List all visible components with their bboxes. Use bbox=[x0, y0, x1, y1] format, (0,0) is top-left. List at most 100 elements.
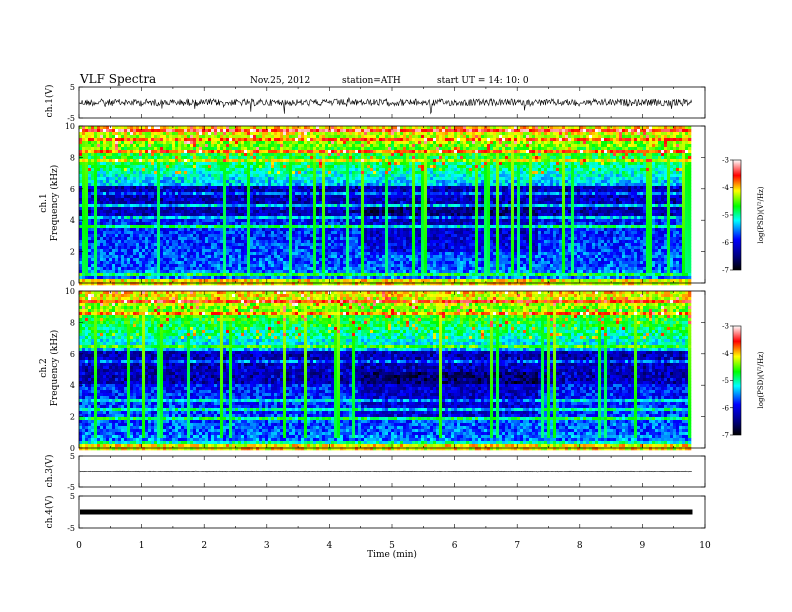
ch1-spectrogram-cell bbox=[292, 129, 296, 133]
ch1-spectrogram-cell bbox=[94, 129, 98, 133]
ch1-spectrogram-cell bbox=[157, 186, 161, 190]
ch1-spectrogram-cell bbox=[313, 273, 317, 277]
ch1-spectrogram-cell bbox=[205, 162, 209, 166]
ch1-spectrogram-cell bbox=[331, 234, 335, 238]
ch1-spectrogram-cell bbox=[100, 225, 104, 229]
ch1-spectrogram-cell bbox=[124, 225, 128, 229]
ch1-spectrogram-cell bbox=[139, 189, 143, 193]
ch1-spectrogram-cell bbox=[265, 213, 269, 217]
ch1-spectrogram-cell bbox=[250, 153, 254, 157]
ch1-spectrogram-cell bbox=[106, 225, 110, 229]
ch1-spectrogram-cell bbox=[223, 177, 227, 181]
ch1-spectrogram-cell bbox=[187, 141, 191, 145]
ch1-spectrogram-cell bbox=[316, 255, 320, 259]
ch1-spectrogram-cell bbox=[217, 162, 221, 166]
ch1-spectrogram-cell bbox=[265, 225, 269, 229]
ch1-spectrogram-cell bbox=[319, 255, 323, 259]
ch1-spectrogram-cell bbox=[226, 162, 230, 166]
ch1-spectrogram-cell bbox=[349, 180, 353, 184]
ch1-spectrogram-cell bbox=[127, 234, 131, 238]
ch1-spectrogram-cell bbox=[352, 267, 356, 271]
ch1-spectrogram-cell bbox=[154, 195, 158, 199]
ch1-spectrogram-cell bbox=[337, 162, 341, 166]
ch1-spectrogram-cell bbox=[160, 210, 164, 214]
ch1-spectrogram-cell bbox=[187, 252, 191, 256]
ch1-spectrogram-cell bbox=[232, 204, 236, 208]
ch1-spectrogram-cell bbox=[325, 126, 329, 130]
ch1-spectrogram-cell bbox=[226, 198, 230, 202]
ch1-spectrogram-cell bbox=[145, 267, 149, 271]
ch1-spectrogram-cell bbox=[349, 144, 353, 148]
ch1-spectrogram-cell bbox=[352, 144, 356, 148]
ch1-spectrogram-cell bbox=[238, 198, 242, 202]
ch1-spectrogram-cell bbox=[202, 270, 206, 274]
ch1-spectrogram-cell bbox=[184, 183, 188, 187]
ch1-spectrogram-cell bbox=[169, 252, 173, 256]
ch1-spectrogram-cell bbox=[340, 225, 344, 229]
ch1-spectrogram-cell bbox=[310, 150, 314, 154]
ch1-spectrogram-cell bbox=[214, 270, 218, 274]
ch1-spectrogram-cell bbox=[208, 249, 212, 253]
ch1-spectrogram-cell bbox=[256, 126, 260, 130]
ch1-spectrogram-cell bbox=[331, 126, 335, 130]
ch1-spectrogram-cell bbox=[118, 267, 122, 271]
ch1-spectrogram-cell bbox=[178, 240, 182, 244]
ch1-spectrogram-cell bbox=[178, 237, 182, 241]
ch1-spectrogram-cell bbox=[199, 273, 203, 277]
ch1-spectrogram-cell bbox=[118, 132, 122, 136]
ch1-spectrogram-cell bbox=[241, 219, 245, 223]
ch1-spectrogram-cell bbox=[172, 129, 176, 133]
ch1-spectrogram-cell bbox=[211, 162, 215, 166]
ch1-spectrogram-cell bbox=[175, 273, 179, 277]
ch1-spectrogram-cell bbox=[292, 261, 296, 265]
ch1-spectrogram-cell bbox=[199, 207, 203, 211]
ch1-spectrogram-cell bbox=[316, 195, 320, 199]
ch1-spectrogram-cell bbox=[271, 174, 275, 178]
ch1-spectrogram-cell bbox=[127, 219, 131, 223]
ch1-spectrogram-cell bbox=[226, 261, 230, 265]
ch1-spectrogram-cell bbox=[346, 126, 350, 130]
ch1-spectrogram-cell bbox=[334, 132, 338, 136]
ch1-spectrogram-cell bbox=[280, 267, 284, 271]
ch1-spectrogram-cell bbox=[97, 240, 101, 244]
ch1-spectrogram-cell bbox=[91, 159, 95, 163]
ch1-spectrogram-cell bbox=[277, 246, 281, 250]
ch1-spectrogram-cell bbox=[148, 216, 152, 220]
ch1-spectrogram-cell bbox=[193, 171, 197, 175]
ch1-spectrogram-cell bbox=[295, 201, 299, 205]
ch1-spectrogram-cell bbox=[133, 126, 137, 130]
ch1-spectrogram-cell bbox=[82, 270, 86, 274]
ch1-spectrogram-cell bbox=[307, 243, 311, 247]
ch1-spectrogram-cell bbox=[127, 252, 131, 256]
ch1-spectrogram-cell bbox=[316, 198, 320, 202]
ch1-spectrogram-cell bbox=[181, 183, 185, 187]
ch1-spectrogram-cell bbox=[238, 132, 242, 136]
ch1-spectrogram-cell bbox=[202, 153, 206, 157]
ch1-spectrogram-cell bbox=[103, 246, 107, 250]
ch1-spectrogram-cell bbox=[325, 174, 329, 178]
ch1-spectrogram-cell bbox=[328, 210, 332, 214]
ch1-spectrogram-cell bbox=[199, 177, 203, 181]
ch1-spectrogram-cell bbox=[169, 201, 173, 205]
ch1-spectrogram-cell bbox=[130, 138, 134, 142]
ch1-spectrogram-cell bbox=[163, 246, 167, 250]
ch1-spectrogram-cell bbox=[316, 282, 320, 286]
ch1-spectrogram-cell bbox=[196, 249, 200, 253]
ch1-spectrogram-cell bbox=[301, 255, 305, 259]
ch1-spectrogram-cell bbox=[94, 168, 98, 172]
ch1-spectrogram-cell bbox=[349, 225, 353, 229]
ch1-spectrogram-cell bbox=[307, 222, 311, 226]
ch1-spectrogram-cell bbox=[127, 207, 131, 211]
ch1-spectrogram-cell bbox=[142, 189, 146, 193]
ch1-spectrogram-cell bbox=[328, 153, 332, 157]
ch1-spectrogram-cell bbox=[118, 204, 122, 208]
ch1-spectrogram-cell bbox=[181, 273, 185, 277]
ch1-spectrogram-cell bbox=[181, 153, 185, 157]
ch1-spectrogram-cell bbox=[340, 270, 344, 274]
ch1-spectrogram-cell bbox=[271, 213, 275, 217]
ch1-spectrogram-cell bbox=[142, 204, 146, 208]
ch1-spectrogram-cell bbox=[187, 195, 191, 199]
ch1-spectrogram-cell bbox=[235, 153, 239, 157]
ch1-spectrogram-cell bbox=[262, 156, 266, 160]
ch1-spectrogram-cell bbox=[205, 243, 209, 247]
